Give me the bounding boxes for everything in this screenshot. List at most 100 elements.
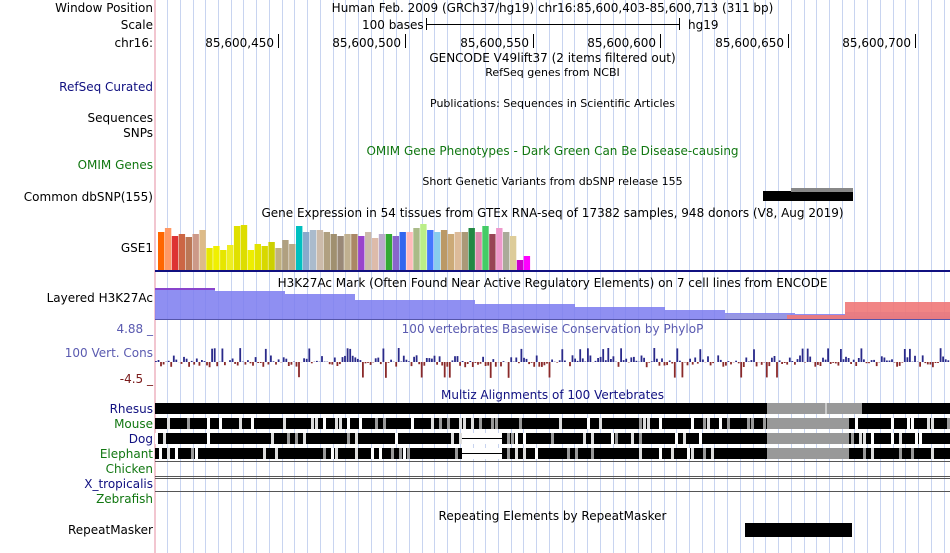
conservation-bar — [541, 362, 543, 367]
species-label-x-tropicalis[interactable]: X_tropicalis — [84, 477, 153, 491]
conservation-bar — [346, 348, 349, 362]
conservation-bar — [735, 360, 737, 362]
position-tick-6 — [915, 34, 916, 48]
repeatmasker-track-title[interactable]: Repeating Elements by RepeatMasker — [438, 509, 667, 523]
gtex-tissue-bar — [220, 250, 227, 270]
alignment-gap — [567, 448, 570, 459]
conservation-bar — [934, 362, 937, 363]
multiz-track-title[interactable]: Multiz Alignments of 100 Vertebrates — [440, 388, 665, 402]
alignment-gap — [195, 448, 198, 459]
conservation-bar — [633, 356, 635, 362]
refseq-track-title[interactable]: RefSeq genes from NCBI — [485, 66, 620, 79]
alignment-gap — [727, 418, 730, 429]
dbsnp-track-label[interactable]: Common dbSNP(155) — [23, 190, 153, 204]
conservation-bar — [781, 362, 783, 364]
conservation-bar — [579, 349, 582, 362]
conservation-bar — [530, 362, 533, 363]
h3k27ac-track-label[interactable]: Layered H3K27Ac — [46, 291, 153, 305]
gtex-tissue-bar — [199, 230, 206, 270]
conservation-bar — [640, 355, 643, 362]
species-label-rhesus[interactable]: Rhesus — [109, 402, 153, 416]
conservation-bar — [446, 362, 449, 367]
dbsnp-track-title[interactable]: Short Genetic Variants from dbSNP releas… — [422, 175, 683, 188]
grid-line — [650, 0, 652, 553]
species-label-mouse[interactable]: Mouse — [114, 417, 153, 431]
grid-line — [879, 0, 881, 553]
species-label-dog[interactable]: Dog — [128, 432, 153, 446]
alignment-empty-line — [155, 491, 950, 492]
grid-line — [281, 0, 283, 553]
grid-line — [930, 0, 932, 553]
omim-track-label[interactable]: OMIM Genes — [77, 158, 153, 172]
alignment-gap — [383, 418, 386, 429]
alignment-gap — [931, 418, 934, 429]
conservation-bar — [645, 362, 648, 368]
gtex-track-title[interactable]: Gene Expression in 54 tissues from GTEx … — [261, 206, 844, 220]
conservation-bar — [234, 362, 236, 364]
grid-line — [332, 0, 334, 553]
gtex-tissue-bar — [344, 234, 351, 270]
alignment-gap — [507, 448, 510, 459]
snps-track-label[interactable]: SNPs — [123, 126, 153, 140]
conservation-bar — [321, 356, 323, 362]
h3k27ac-track-title[interactable]: H3K27Ac Mark (Often Found Near Active Re… — [277, 276, 828, 290]
conservation-track-title[interactable]: 100 vertebrates Basewise Conservation by… — [401, 322, 704, 336]
alignment-gap — [219, 418, 222, 429]
grid-line — [816, 0, 818, 553]
window-position-label: Window Position — [55, 1, 153, 15]
gtex-track-divider — [155, 270, 950, 272]
species-label-elephant[interactable]: Elephant — [99, 447, 153, 461]
conservation-bar — [663, 362, 666, 366]
alignment-gap — [207, 418, 210, 429]
conservation-bar — [852, 359, 855, 362]
gtex-tissue-bar — [275, 248, 282, 270]
alignment-gap — [947, 418, 950, 429]
gencode-track-title[interactable]: GENCODE V49lift37 (2 items filtered out) — [429, 51, 676, 65]
gtex-tissue-bar — [158, 232, 165, 270]
gtex-tissue-bar — [406, 232, 413, 270]
conservation-bar — [525, 358, 528, 362]
conservation-bar — [351, 355, 354, 362]
alignment-gap — [459, 418, 462, 429]
alignment-gap — [519, 418, 522, 429]
conservation-bar — [203, 361, 206, 362]
conservation-bar — [356, 358, 359, 362]
conservation-bar — [786, 362, 789, 365]
conservation-signal[interactable] — [155, 340, 950, 388]
alignment-gap — [915, 433, 918, 444]
refseq-track-label[interactable]: RefSeq Curated — [59, 80, 153, 94]
species-label-zebrafish[interactable]: Zebrafish — [96, 492, 153, 506]
omim-track-title[interactable]: OMIM Gene Phenotypes - Dark Green Can Be… — [366, 144, 739, 158]
multiz-alignment-blocks[interactable] — [155, 402, 950, 492]
conservation-bar — [556, 362, 559, 363]
conservation-bar — [551, 359, 553, 362]
conservation-bar — [374, 358, 377, 362]
publications-track-title[interactable]: Publications: Sequences in Scientific Ar… — [430, 97, 675, 110]
gtex-bar-chart[interactable] — [155, 220, 535, 272]
alignment-gap — [707, 418, 710, 429]
conservation-bar — [919, 362, 921, 367]
conservation-bar — [461, 361, 464, 362]
dbsnp-variant-bar[interactable] — [763, 191, 853, 201]
conservation-bar — [418, 362, 421, 365]
conservation-bar — [589, 355, 592, 362]
grid-line — [345, 0, 347, 553]
position-tick-2 — [405, 34, 406, 48]
repeatmasker-track-label[interactable]: RepeatMasker — [67, 523, 153, 537]
gtex-tissue-bar — [206, 248, 213, 270]
h3k27ac-signal[interactable] — [155, 284, 950, 321]
species-label-chicken[interactable]: Chicken — [105, 462, 153, 476]
conservation-bar — [193, 362, 196, 365]
conservation-track-label[interactable]: 100 Vert. Cons — [64, 346, 153, 360]
gtex-track-label[interactable]: GSE1 — [120, 241, 153, 255]
alignment-gap — [411, 418, 414, 429]
conservation-bar — [336, 362, 339, 366]
repeatmasker-element[interactable] — [745, 523, 852, 537]
conservation-bar — [574, 358, 576, 362]
conservation-bar — [926, 362, 929, 365]
sequences-track-label[interactable]: Sequences — [87, 111, 153, 125]
alignment-gap — [155, 433, 158, 444]
conservation-bar — [252, 362, 254, 366]
conservation-bar — [650, 361, 653, 362]
alignment-gap — [359, 418, 362, 429]
